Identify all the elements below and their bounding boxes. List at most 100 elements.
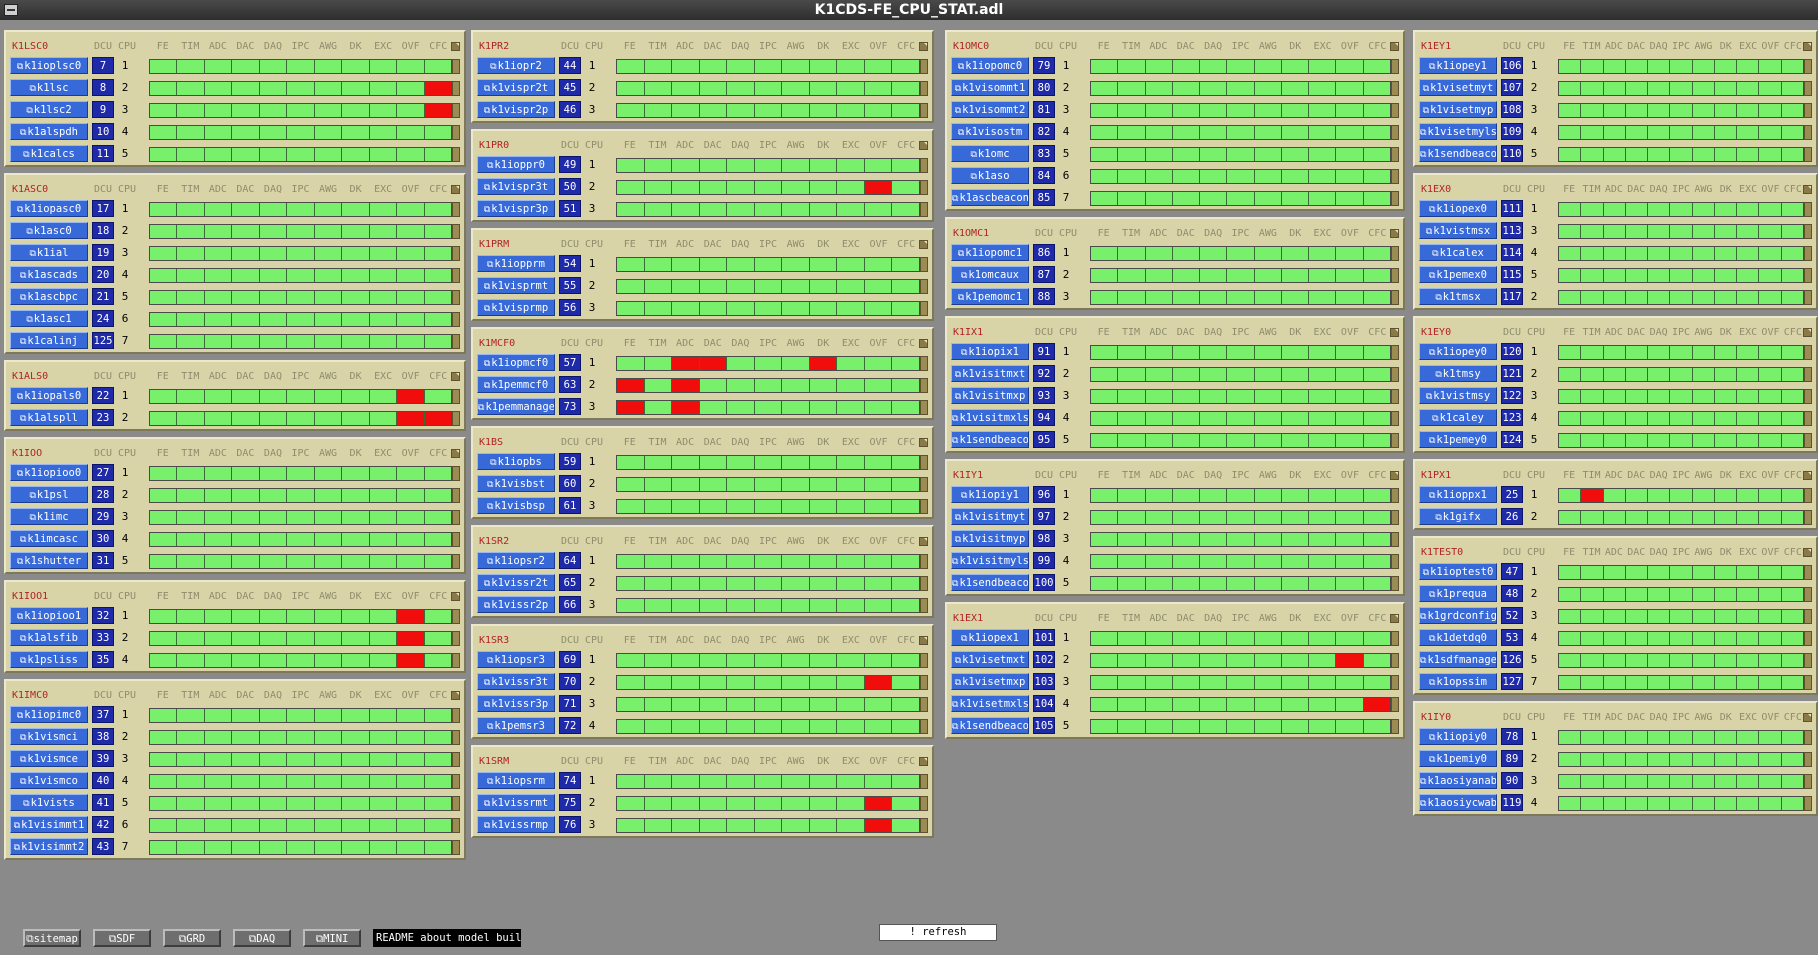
model-button-k1vissrmp[interactable]: ⧉k1vissrmp <box>477 816 555 833</box>
row-detail-button[interactable] <box>452 81 460 96</box>
model-button-k1caley[interactable]: ⧉k1caley <box>1419 409 1497 426</box>
model-button-k1vismce[interactable]: ⧉k1vismce <box>10 750 88 767</box>
panel-menu-button[interactable] <box>919 537 928 546</box>
model-button-k1visprmp[interactable]: ⧉k1visprmp <box>477 299 555 316</box>
row-detail-button[interactable] <box>920 103 928 118</box>
model-button-k1visetmyt[interactable]: ⧉k1visetmyt <box>1419 79 1497 96</box>
model-button-k1sendbeacon[interactable]: ⧉k1sendbeacon <box>951 431 1029 448</box>
model-button-k1tmsx[interactable]: ⧉k1tmsx <box>1419 288 1497 305</box>
row-detail-button[interactable] <box>920 378 928 393</box>
row-detail-button[interactable] <box>1391 246 1399 261</box>
row-detail-button[interactable] <box>920 554 928 569</box>
row-detail-button[interactable] <box>920 257 928 272</box>
row-detail-button[interactable] <box>920 81 928 96</box>
row-detail-button[interactable] <box>1804 345 1812 360</box>
model-button-k1iopioo1[interactable]: ⧉k1iopioo1 <box>10 607 88 624</box>
model-button-k1aso[interactable]: ⧉k1aso <box>951 167 1029 184</box>
row-detail-button[interactable] <box>920 774 928 789</box>
model-button-k1omc[interactable]: ⧉k1omc <box>951 145 1029 162</box>
model-button-k1pemiy0[interactable]: ⧉k1pemiy0 <box>1419 750 1497 767</box>
model-button-k1sendbeacon[interactable]: ⧉k1sendbeacon <box>1419 145 1497 162</box>
row-detail-button[interactable] <box>920 59 928 74</box>
row-detail-button[interactable] <box>452 389 460 404</box>
model-button-k1vistmsy[interactable]: ⧉k1vistmsy <box>1419 387 1497 404</box>
row-detail-button[interactable] <box>1391 103 1399 118</box>
model-button-k1aosiycwab[interactable]: ⧉k1aosiycwab <box>1419 794 1497 811</box>
model-button-k1visostm[interactable]: ⧉k1visostm <box>951 123 1029 140</box>
model-button-k1opssim[interactable]: ⧉k1opssim <box>1419 673 1497 690</box>
row-detail-button[interactable] <box>1804 565 1812 580</box>
model-button-k1iopsr3[interactable]: ⧉k1iopsr3 <box>477 651 555 668</box>
row-detail-button[interactable] <box>1391 81 1399 96</box>
model-button-k1vissr3t[interactable]: ⧉k1vissr3t <box>477 673 555 690</box>
model-button-k1lsc2[interactable]: ⧉k1lsc2 <box>10 101 88 118</box>
row-detail-button[interactable] <box>1391 576 1399 591</box>
row-detail-button[interactable] <box>452 510 460 525</box>
row-detail-button[interactable] <box>452 246 460 261</box>
model-button-k1shutter[interactable]: ⧉k1shutter <box>10 552 88 569</box>
model-button-k1visitmxt[interactable]: ⧉k1visitmxt <box>951 365 1029 382</box>
row-detail-button[interactable] <box>920 818 928 833</box>
row-detail-button[interactable] <box>452 268 460 283</box>
model-button-k1iopals0[interactable]: ⧉k1iopals0 <box>10 387 88 404</box>
model-button-k1visimmt2[interactable]: ⧉k1visimmt2 <box>10 838 88 855</box>
row-detail-button[interactable] <box>452 224 460 239</box>
model-button-k1pemmanage[interactable]: ⧉k1pemmanage <box>477 398 555 415</box>
panel-menu-button[interactable] <box>1390 328 1399 337</box>
row-detail-button[interactable] <box>920 796 928 811</box>
row-detail-button[interactable] <box>452 730 460 745</box>
row-detail-button[interactable] <box>452 290 460 305</box>
model-button-k1vispr2p[interactable]: ⧉k1vispr2p <box>477 101 555 118</box>
model-button-k1visitmylsc[interactable]: ⧉k1visitmylsc <box>951 552 1029 569</box>
model-button-k1detdq0[interactable]: ⧉k1detdq0 <box>1419 629 1497 646</box>
row-detail-button[interactable] <box>1804 609 1812 624</box>
model-button-k1aosiyanab[interactable]: ⧉k1aosiyanab <box>1419 772 1497 789</box>
model-button-k1iopr2[interactable]: ⧉k1iopr2 <box>477 57 555 74</box>
row-detail-button[interactable] <box>920 477 928 492</box>
model-button-k1visetmylsc[interactable]: ⧉k1visetmylsc <box>1419 123 1497 140</box>
model-button-k1iopex1[interactable]: ⧉k1iopex1 <box>951 629 1029 646</box>
model-button-k1imc[interactable]: ⧉k1imc <box>10 508 88 525</box>
model-button-k1iopsrm[interactable]: ⧉k1iopsrm <box>477 772 555 789</box>
row-detail-button[interactable] <box>1391 697 1399 712</box>
model-button-k1pemey0[interactable]: ⧉k1pemey0 <box>1419 431 1497 448</box>
row-detail-button[interactable] <box>920 719 928 734</box>
row-detail-button[interactable] <box>1804 290 1812 305</box>
row-detail-button[interactable] <box>1804 59 1812 74</box>
row-detail-button[interactable] <box>920 598 928 613</box>
row-detail-button[interactable] <box>920 697 928 712</box>
model-button-k1vispr3t[interactable]: ⧉k1vispr3t <box>477 178 555 195</box>
model-button-k1vissr3p[interactable]: ⧉k1vissr3p <box>477 695 555 712</box>
row-detail-button[interactable] <box>1804 774 1812 789</box>
row-detail-button[interactable] <box>1804 125 1812 140</box>
row-detail-button[interactable] <box>1804 587 1812 602</box>
row-detail-button[interactable] <box>1391 59 1399 74</box>
row-detail-button[interactable] <box>1391 389 1399 404</box>
model-button-k1iopiy1[interactable]: ⧉k1iopiy1 <box>951 486 1029 503</box>
row-detail-button[interactable] <box>1391 147 1399 162</box>
panel-menu-button[interactable] <box>451 42 460 51</box>
row-detail-button[interactable] <box>452 708 460 723</box>
panel-menu-button[interactable] <box>1390 42 1399 51</box>
model-button-k1ascbpc[interactable]: ⧉k1ascbpc <box>10 288 88 305</box>
model-button-k1pemex0[interactable]: ⧉k1pemex0 <box>1419 266 1497 283</box>
row-detail-button[interactable] <box>1804 488 1812 503</box>
row-detail-button[interactable] <box>1391 653 1399 668</box>
grd-button[interactable]: ⧉GRD <box>163 929 221 947</box>
row-detail-button[interactable] <box>920 202 928 217</box>
model-button-k1visetmxt[interactable]: ⧉k1visetmxt <box>951 651 1029 668</box>
row-detail-button[interactable] <box>1391 532 1399 547</box>
row-detail-button[interactable] <box>920 301 928 316</box>
panel-menu-button[interactable] <box>1390 229 1399 238</box>
daq-button[interactable]: ⧉DAQ <box>233 929 291 947</box>
panel-menu-button[interactable] <box>451 592 460 601</box>
row-detail-button[interactable] <box>452 818 460 833</box>
row-detail-button[interactable] <box>452 125 460 140</box>
row-detail-button[interactable] <box>1804 147 1812 162</box>
model-button-k1psl[interactable]: ⧉k1psl <box>10 486 88 503</box>
row-detail-button[interactable] <box>452 631 460 646</box>
row-detail-button[interactable] <box>1391 345 1399 360</box>
row-detail-button[interactable] <box>920 279 928 294</box>
row-detail-button[interactable] <box>1804 796 1812 811</box>
row-detail-button[interactable] <box>1391 719 1399 734</box>
